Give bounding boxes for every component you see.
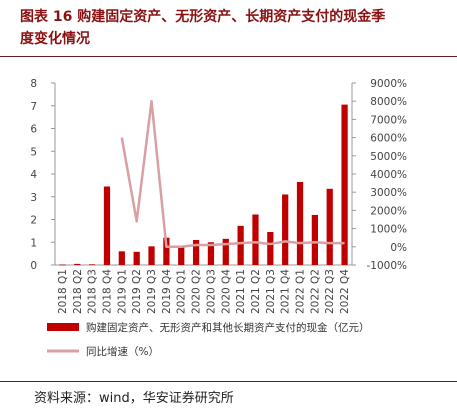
source-note: 资料来源：wind，华安证券研究所 xyxy=(34,391,234,406)
bar-2022-q1 xyxy=(296,181,304,265)
y-right-tick-label: 5000% xyxy=(370,151,407,163)
x-tick-label: 2018 Q3 xyxy=(87,269,99,314)
y-right-tick-label: 0% xyxy=(390,242,407,254)
bar-2018-q3 xyxy=(89,264,96,266)
x-tick-label: 2020 Q3 xyxy=(205,269,217,314)
top-rule xyxy=(0,56,457,57)
x-tick-label: 2021 Q1 xyxy=(235,269,247,314)
x-tick-label: 2022 Q2 xyxy=(309,269,321,314)
y-left-tick-label: 3 xyxy=(30,192,37,204)
bar-2019-q2 xyxy=(133,251,140,265)
bar-2020-q2 xyxy=(192,239,200,265)
bar-2021-q1 xyxy=(237,225,244,265)
bar-2019-q1 xyxy=(118,251,125,265)
y-left-tick-label: 8 xyxy=(30,78,37,90)
growth-rate-line xyxy=(120,99,345,249)
bottom-rule xyxy=(0,381,457,382)
y-right-tick-label: 1000% xyxy=(370,224,407,236)
bar-2019-q4 xyxy=(163,237,170,265)
x-tick-label: 2022 Q1 xyxy=(295,269,307,314)
x-tick-label: 2021 Q2 xyxy=(250,269,262,314)
legend-swatch-bar xyxy=(47,323,79,331)
x-tick-label: 2019 Q2 xyxy=(131,269,143,314)
x-tick-label: 2021 Q4 xyxy=(280,269,292,314)
y-left-tick-label: 7 xyxy=(30,101,37,113)
y-left-tick-label: 1 xyxy=(30,237,37,249)
bar-2018-q1 xyxy=(59,264,66,266)
bar-2020-q1 xyxy=(178,245,185,265)
x-tick-label: 2022 Q4 xyxy=(339,269,351,314)
legend-label-line: 同比增速（%） xyxy=(86,345,159,358)
y-left-tick-label: 5 xyxy=(30,146,37,158)
y-left-tick-label: 0 xyxy=(30,260,37,272)
x-tick-label: 2020 Q1 xyxy=(176,269,188,314)
figure-title-line-1: 图表 16 购建固定资产、无形资产、长期资产支付的现金季 xyxy=(20,9,386,25)
legend-label-bar: 购建固定资产、无形资产和其他长期资产支付的现金（亿元） xyxy=(86,321,370,334)
x-tick-label: 2020 Q4 xyxy=(220,269,232,314)
bar-2018-q2 xyxy=(74,263,81,265)
y-right-tick-label: 3000% xyxy=(370,187,407,199)
y-right-tick-label: 7000% xyxy=(370,114,407,126)
y-right-tick-label: -1000% xyxy=(367,260,408,272)
bar-2022-q2 xyxy=(311,214,318,265)
x-tick-label: 2020 Q2 xyxy=(191,269,203,314)
x-tick-label: 2019 Q3 xyxy=(146,269,158,314)
y-right-tick-label: 8000% xyxy=(370,96,407,108)
bar-2018-q4 xyxy=(103,186,111,265)
figure-title: 图表 16 购建固定资产、无形资产、长期资产支付的现金季 度变化情况 xyxy=(20,6,450,50)
bar-2021-q4 xyxy=(282,194,289,265)
y-left-tick-label: 2 xyxy=(30,215,37,227)
y-right-tick-label: 9000% xyxy=(370,78,407,90)
x-tick-label: 2019 Q1 xyxy=(116,269,128,314)
bar-2019-q3 xyxy=(148,246,155,265)
x-tick-label: 2021 Q3 xyxy=(265,269,277,314)
x-tick-label: 2018 Q1 xyxy=(57,269,69,314)
x-tick-label: 2019 Q4 xyxy=(161,269,173,314)
bar-2022-q3 xyxy=(326,188,333,265)
y-right-tick-label: 6000% xyxy=(370,133,407,145)
y-right-tick-label: 2000% xyxy=(370,205,407,217)
x-tick-label: 2018 Q4 xyxy=(101,269,113,314)
bar-2021-q2 xyxy=(252,214,259,265)
bar-2020-q4 xyxy=(222,238,229,265)
bar-2021-q3 xyxy=(267,232,274,265)
figure-title-line-2: 度变化情况 xyxy=(20,31,90,47)
chart: 0 1 2 3 4 5 6 7 8 -1000% 0% 1000% 2000% 3000% 4000% 500… xyxy=(30,78,408,358)
bar-2020-q3 xyxy=(207,242,215,265)
y-left-tick-label: 4 xyxy=(30,169,37,181)
y-right-tick-label: 4000% xyxy=(370,169,407,181)
y-left-tick-label: 6 xyxy=(30,124,37,136)
x-tick-label: 2018 Q2 xyxy=(72,269,84,314)
x-tick-label: 2022 Q3 xyxy=(324,269,336,314)
bar-2022-q4 xyxy=(341,104,348,265)
